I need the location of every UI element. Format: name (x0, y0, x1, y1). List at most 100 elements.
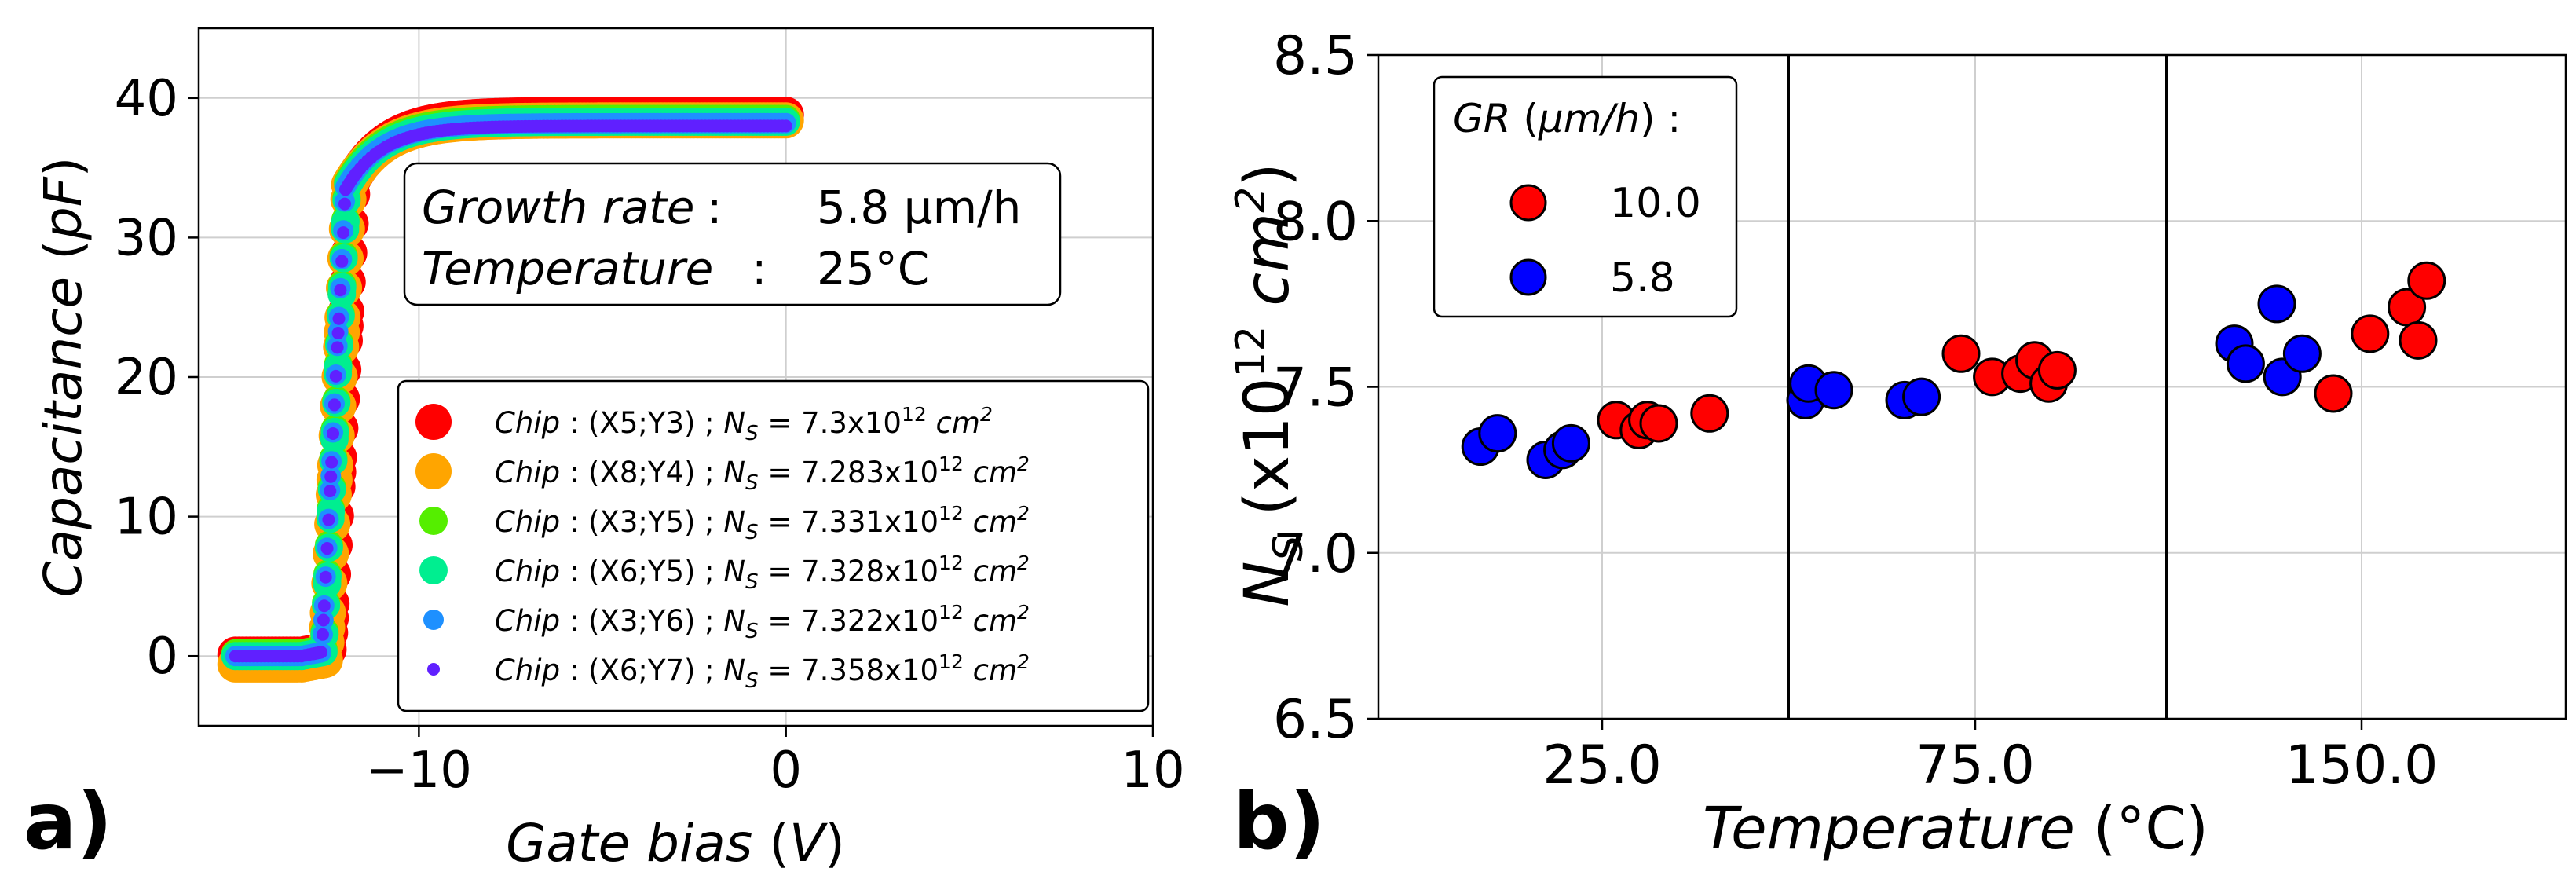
series-10.0 (1597, 261, 2446, 449)
y-tick-label: 7.5 (1273, 357, 1358, 419)
panel-label-b: b) (1233, 775, 1325, 867)
data-point (1639, 404, 1678, 443)
data-point (1690, 394, 1729, 433)
data-point (322, 513, 335, 526)
data-point (1814, 371, 1853, 410)
annotation-colon: : (752, 242, 767, 295)
chart-b-data (1461, 261, 2446, 479)
legend-marker (1509, 258, 1547, 296)
data-point (334, 284, 347, 297)
legend-label: Chip : (X3;Y6) ; NS = 7.322x1012 cm2 (495, 601, 1030, 643)
legend-rows: 10.0 5.8 (1509, 180, 1701, 302)
chart-b-x-tick-labels: 25.0 75.0 150.0 (1542, 734, 2438, 797)
data-point (2351, 314, 2390, 353)
data-point (2282, 334, 2322, 373)
y-tick-label: 20 (115, 349, 178, 407)
chart-a-x-axis-label: Gate bias (V) (506, 813, 845, 874)
data-point (2314, 374, 2353, 413)
data-point (2257, 284, 2296, 324)
data-point (331, 341, 344, 354)
y-tick-label: 7.0 (1273, 523, 1358, 585)
data-point (324, 485, 337, 498)
data-point (327, 398, 341, 412)
y-tick-label: 6.5 (1273, 689, 1358, 751)
data-point (337, 226, 350, 240)
x-tick-label: −10 (366, 742, 472, 800)
annotation-box (403, 162, 1062, 306)
x-tick-label: 0 (770, 742, 802, 800)
data-point (779, 119, 792, 133)
data-point (1478, 414, 1517, 453)
x-tick-label: 25.0 (1542, 734, 1661, 797)
data-point (317, 599, 331, 613)
legend-label: Chip : (X8;Y4) ; NS = 7.283x1012 cm2 (495, 452, 1030, 495)
legend-marker (1509, 184, 1547, 222)
legend-label: 5.8 (1610, 255, 1675, 302)
legend-box (397, 379, 1150, 712)
legend-label: Chip : (X3;Y5) ; NS = 7.331x1012 cm2 (495, 502, 1030, 544)
chart-b: 25.0 75.0 150.0 6.5 7.0 7.5 8.0 8.5 GR (μm/h) … (1228, 25, 2567, 867)
data-point (325, 456, 338, 469)
x-tick-label: 75.0 (1916, 734, 2034, 797)
legend-label: 10.0 (1610, 180, 1701, 227)
series-(X6;Y7) (229, 119, 792, 663)
y-tick-label: 8.5 (1273, 25, 1358, 87)
y-tick-label: 30 (115, 209, 178, 267)
annotation-temperature-label: Temperature (422, 242, 713, 295)
chart-b-legend: GR (μm/h) : 10.0 5.8 (1433, 75, 1738, 318)
chart-b-x-axis-label: Temperature (°C) (1703, 795, 2208, 863)
data-point (332, 312, 346, 325)
data-point (320, 542, 334, 555)
y-tick-label: 8.0 (1273, 191, 1358, 253)
y-tick-label: 10 (115, 489, 178, 547)
data-point (2399, 320, 2438, 360)
legend-label: Chip : (X6;Y5) ; NS = 7.328x1012 cm2 (495, 551, 1030, 594)
legend-label: Chip : (X6;Y7) ; NS = 7.358x1012 cm2 (495, 650, 1030, 693)
legend-marker (419, 507, 448, 535)
chart-a-x-tick-labels: −10 0 10 (366, 742, 1185, 800)
data-point (335, 255, 349, 268)
x-tick-label: 150.0 (2285, 734, 2439, 797)
chart-a-y-axis-label: Capacitance (pF) (33, 157, 93, 598)
chart-a: −10 0 10 0 10 20 30 40 Growth rate : 5.8 μm/h … (24, 27, 1185, 874)
data-point (316, 628, 329, 641)
legend-label: Chip : (X5;Y3) ; NS = 7.3x1012 cm2 (495, 403, 993, 445)
legend-marker (427, 663, 440, 676)
data-point (319, 570, 332, 584)
legend-rows: Chip : (X5;Y3) ; NS = 7.3x1012 cm2 Chip :… (415, 403, 1030, 693)
annotation-temperature-value: 25°C (817, 242, 929, 295)
legend-marker (423, 610, 444, 630)
chart-b-ticks (1367, 53, 2363, 730)
y-tick-label: 40 (115, 70, 178, 128)
chart-a-data (217, 97, 804, 683)
data-point (327, 427, 340, 440)
annotation-colon: : (707, 181, 723, 234)
series-5.8 (1461, 284, 2322, 479)
data-point (329, 369, 342, 383)
data-point (1941, 334, 1981, 373)
data-point (331, 327, 345, 340)
data-point (2226, 344, 2265, 383)
data-point (1551, 423, 1590, 463)
annotation-growth-label: Growth rate (422, 181, 694, 234)
chart-b-y-axis-label: NS (x1012 cm2) (1228, 163, 1312, 606)
panel-label-a: a) (24, 775, 112, 867)
chart-a-ticks (188, 97, 1154, 737)
data-point (1902, 377, 1941, 416)
data-point (315, 646, 328, 659)
legend-title: GR (μm/h) : (1453, 96, 1681, 141)
chart-b-y-tick-labels: 6.5 7.0 7.5 8.0 8.5 (1273, 25, 1358, 751)
annotation-growth-value: 5.8 μm/h (817, 181, 1021, 234)
legend-marker (415, 453, 452, 489)
x-tick-label: 10 (1121, 742, 1184, 800)
chart-a-legend: Chip : (X5;Y3) ; NS = 7.3x1012 cm2 Chip :… (397, 379, 1150, 712)
data-point (317, 613, 330, 627)
chart-a-annotation: Growth rate : 5.8 μm/h Temperature : 25°… (403, 162, 1062, 306)
y-tick-label: 0 (146, 628, 178, 686)
legend-marker (415, 404, 452, 440)
legend-box (1433, 75, 1738, 318)
data-point (338, 197, 351, 211)
data-point (2037, 350, 2077, 390)
legend-marker (419, 556, 448, 584)
